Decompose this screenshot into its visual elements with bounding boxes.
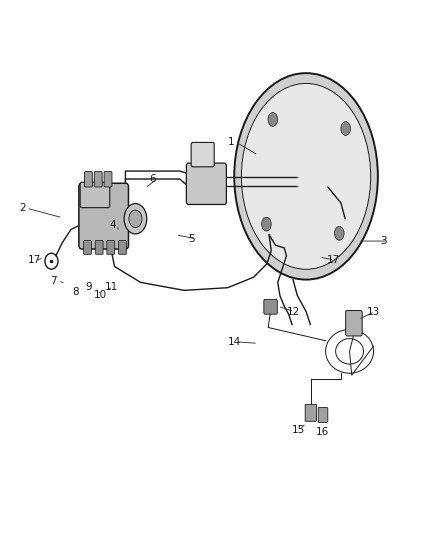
Ellipse shape <box>242 85 370 268</box>
Ellipse shape <box>234 73 378 280</box>
Text: 11: 11 <box>105 281 118 292</box>
Text: 16: 16 <box>316 427 329 437</box>
Ellipse shape <box>341 122 350 135</box>
Text: 10: 10 <box>94 289 107 300</box>
Ellipse shape <box>241 84 371 269</box>
FancyBboxPatch shape <box>80 182 110 208</box>
FancyBboxPatch shape <box>305 405 317 421</box>
Ellipse shape <box>335 227 344 240</box>
FancyBboxPatch shape <box>104 172 112 187</box>
Ellipse shape <box>268 112 278 126</box>
Text: 12: 12 <box>286 306 300 317</box>
Text: 14: 14 <box>228 337 241 347</box>
FancyBboxPatch shape <box>107 240 115 254</box>
Text: 15: 15 <box>292 425 305 435</box>
Text: 17: 17 <box>28 255 41 265</box>
Text: 13: 13 <box>367 306 380 317</box>
Text: 1: 1 <box>228 137 234 147</box>
Text: 8: 8 <box>72 287 79 297</box>
FancyBboxPatch shape <box>186 163 226 205</box>
Text: 5: 5 <box>188 234 195 244</box>
FancyBboxPatch shape <box>318 408 328 422</box>
Text: 9: 9 <box>85 281 92 292</box>
FancyBboxPatch shape <box>85 172 92 187</box>
FancyBboxPatch shape <box>84 240 92 254</box>
Text: 17: 17 <box>327 255 340 265</box>
Text: 7: 7 <box>50 276 57 286</box>
FancyBboxPatch shape <box>118 240 126 254</box>
FancyBboxPatch shape <box>79 183 128 249</box>
Ellipse shape <box>261 217 271 231</box>
FancyBboxPatch shape <box>94 172 102 187</box>
FancyBboxPatch shape <box>95 240 103 254</box>
Text: 6: 6 <box>149 174 156 184</box>
FancyBboxPatch shape <box>346 311 362 336</box>
Ellipse shape <box>124 204 147 234</box>
FancyBboxPatch shape <box>191 142 214 167</box>
FancyBboxPatch shape <box>264 300 277 314</box>
Text: 4: 4 <box>110 220 116 230</box>
Text: 3: 3 <box>380 236 387 246</box>
Ellipse shape <box>129 210 142 228</box>
Text: 2: 2 <box>19 203 25 213</box>
